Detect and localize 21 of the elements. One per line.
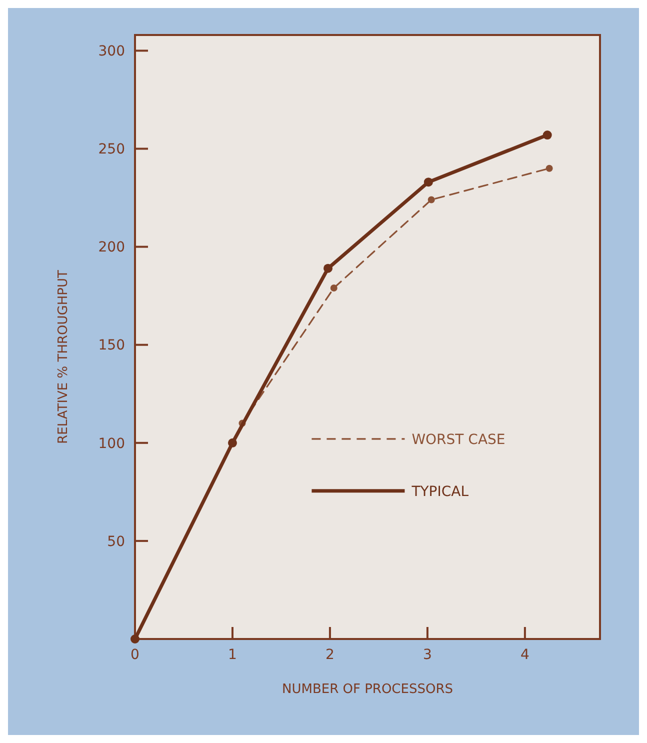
x-tick-label: 0	[130, 647, 140, 663]
y-tick-label: 250	[98, 142, 125, 158]
x-axis-title: NUMBER OF PROCESSORS	[282, 682, 454, 697]
y-tick-label: 150	[98, 338, 125, 354]
point	[424, 178, 433, 187]
y-axis-title: RELATIVE % THROUGHPUT	[56, 270, 71, 444]
text: TYPICAL	[410, 484, 469, 500]
point	[324, 264, 333, 273]
point	[330, 284, 338, 292]
x-tick-label: 1	[228, 647, 237, 663]
y-tick-label: 50	[107, 534, 125, 550]
y-tick-label: 300	[98, 44, 125, 60]
x-tick-label: 4	[520, 647, 530, 663]
y-tick-label: 100	[98, 436, 125, 452]
x-tick-label: 2	[326, 647, 334, 663]
point	[546, 164, 553, 172]
point	[428, 196, 435, 204]
point	[542, 130, 552, 140]
y-tick-label: 200	[98, 240, 125, 256]
text: WORST CASE	[412, 432, 506, 448]
x-tick-label: 3	[422, 647, 432, 663]
